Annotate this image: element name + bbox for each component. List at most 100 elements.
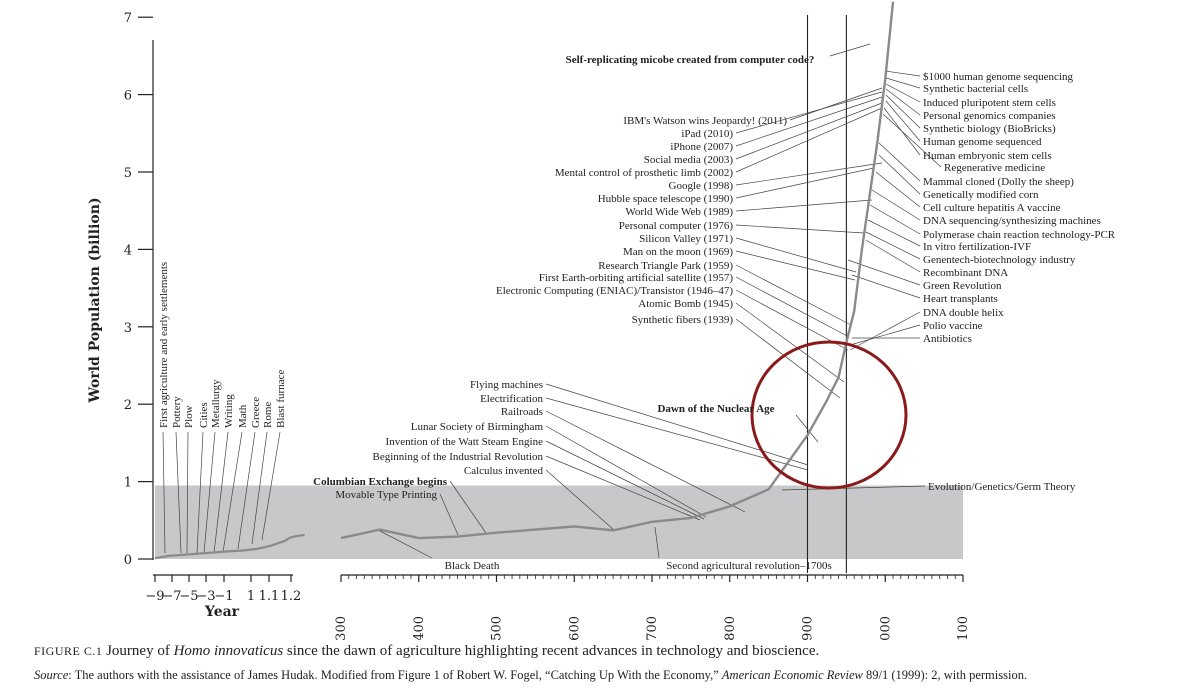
annotation-label: iPhone (2007) <box>670 141 733 153</box>
caption-italic: Homo innovaticus <box>173 643 284 659</box>
vertical-annotation: Pottery <box>171 396 183 428</box>
annotation-labels: First agriculture and early settlements P… <box>158 54 1116 572</box>
annotation-label: World Wide Web (1989) <box>625 206 733 218</box>
annotation-label: Google (1998) <box>669 180 734 192</box>
annotation-label-right: Induced pluripotent stem cells <box>923 97 1056 109</box>
x-axis-title: Year <box>204 604 240 620</box>
x-tick-label-main: 1700 <box>645 616 660 640</box>
y-tick-label: 4 <box>124 243 132 258</box>
annotation-leader <box>851 274 921 299</box>
x-tick-label-left: −7 <box>162 589 181 604</box>
vertical-annotation: Math <box>237 404 249 428</box>
vertical-annotation-leader <box>203 431 216 554</box>
vertical-annotation-leader <box>175 431 182 554</box>
annotation-label: First Earth-orbiting artificial satellit… <box>539 272 734 284</box>
annotation-leader <box>735 289 849 351</box>
annotation-leader <box>439 493 459 536</box>
annotation-leader <box>735 102 883 160</box>
annotation-label: Personal computer (1976) <box>619 220 734 232</box>
vertical-annotation-leader <box>222 431 243 553</box>
annotation-label: Movable Type Printing <box>335 489 437 501</box>
annotation-label-right: Polio vaccine <box>923 320 983 332</box>
annotation-leader <box>849 311 921 351</box>
annotation-label: Dawn of the Nuclear Age <box>657 403 774 415</box>
annotation-label: Social media (2003) <box>644 154 734 166</box>
x-tick-label-left: −5 <box>179 589 198 604</box>
annotation-leader <box>829 43 871 57</box>
annotation-label-right: Heart transplants <box>923 293 998 305</box>
x-tick-label-left: 1.2 <box>281 589 302 604</box>
annotation-label-right: $1000 human genome sequencing <box>923 71 1073 83</box>
annotation-leader <box>545 397 809 471</box>
vertical-annotation-leader <box>196 431 204 554</box>
annotation-leader <box>875 171 921 208</box>
vertical-annotation-leader <box>261 431 281 541</box>
annotation-leader <box>882 113 942 168</box>
source-text-after: 89/1 (1999): 2, with permission. <box>865 668 1028 682</box>
annotation-label: Columbian Exchange begins <box>313 476 448 488</box>
annotation-leader <box>545 469 615 531</box>
annotation-label: Atomic Bomb (1945) <box>638 298 733 310</box>
vertical-annotation-leader <box>237 431 256 550</box>
annotation-leader <box>885 100 921 142</box>
y-axis-title: World Population (billion) <box>87 197 103 403</box>
vertical-annotation: Cities <box>198 402 210 428</box>
annotation-label: Research Triangle Park (1959) <box>598 260 733 272</box>
annotation-label: Second agricultural revolution–1700s <box>666 560 832 572</box>
annotation-label-right: Evolution/Genetics/Germ Theory <box>928 481 1076 493</box>
x-tick-label-main: 1300 <box>334 616 349 640</box>
annotation-label-right: Cell culture hepatitis A vaccine <box>923 202 1061 214</box>
x-tick-label-main: 1500 <box>490 616 505 640</box>
annotation-label-right: Green Revolution <box>923 280 1002 292</box>
annotation-label: IBM's Watson wins Jeopardy! (2011) <box>623 115 787 127</box>
highlight-circle <box>750 340 908 490</box>
source-journal: American Economic Review <box>721 668 863 682</box>
annotation-leader <box>735 302 845 383</box>
annotation-leader <box>867 219 921 247</box>
vertical-annotation-leader <box>162 431 166 554</box>
x-tick-label-main: 1600 <box>567 616 582 640</box>
annotation-label-right: Antibiotics <box>923 333 972 345</box>
vertical-annotation: Blast furnace <box>275 370 287 428</box>
annotation-label: Flying machines <box>470 379 543 391</box>
population-chart: 0 1 2 3 4 5 6 7 World Population (billion) −9−7−5… <box>87 1 1116 640</box>
x-tick-label-left: 1.1 <box>259 589 280 604</box>
caption-text-after: since the dawn of agriculture highlighti… <box>286 643 820 659</box>
annotation-leader <box>377 529 433 559</box>
annotation-label: Electronic Computing (ENIAC)/Transistor … <box>496 285 733 297</box>
x-tick-label-left: 1 <box>247 589 255 604</box>
annotation-leader <box>869 204 921 235</box>
annotation-leader <box>735 91 883 134</box>
annotation-label: Calculus invented <box>464 465 544 477</box>
annotation-label: Mental control of prosthetic limb (2002) <box>555 167 733 179</box>
y-tick-label: 6 <box>124 89 132 104</box>
figure-caption: FIGURE C.1 Journey of Homo innovaticus s… <box>34 643 819 660</box>
annotation-label: Railroads <box>501 406 543 418</box>
annotation-label-right: Human genome sequenced <box>923 136 1042 148</box>
caption-text-before: Journey of <box>106 643 170 659</box>
annotation-leader <box>885 77 921 89</box>
annotation-leader <box>545 383 809 466</box>
annotation-leader <box>865 239 921 273</box>
y-tick-label: 1 <box>124 476 132 491</box>
annotation-label: Hubble space telescope (1990) <box>598 193 734 205</box>
annotation-leader <box>545 455 701 521</box>
annotation-label: Invention of the Watt Steam Engine <box>386 436 544 448</box>
x-tick-label-main: 1800 <box>723 616 738 640</box>
annotation-label: Electrification <box>480 393 543 405</box>
y-tick-label: 3 <box>124 321 132 336</box>
annotation-label: Black Death <box>445 560 500 572</box>
annotation-label: Man on the moon (1969) <box>623 246 733 258</box>
annotation-leader <box>735 318 841 399</box>
annotation-leader <box>735 224 865 234</box>
annotation-label-right: Synthetic bacterial cells <box>923 83 1028 95</box>
annotation-leader <box>865 231 921 260</box>
annotation-leader <box>735 167 875 199</box>
annotation-label: Lunar Society of Birmingham <box>411 421 544 433</box>
era-lines <box>806 15 847 573</box>
annotation-leader <box>545 410 746 513</box>
annotation-leader <box>885 94 921 129</box>
y-tick-label: 7 <box>124 11 132 26</box>
annotation-leader <box>871 189 921 221</box>
annotation-leader <box>735 107 883 173</box>
